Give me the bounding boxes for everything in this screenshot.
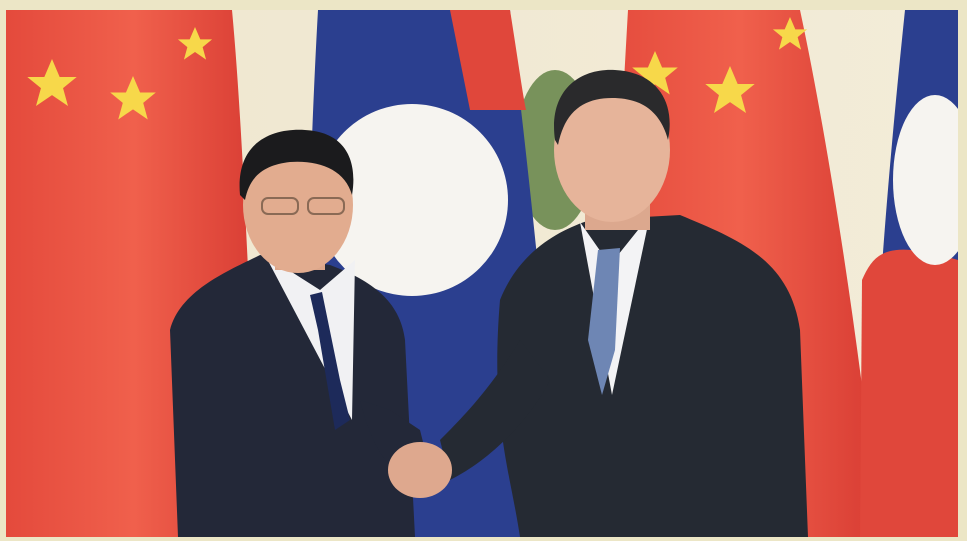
right-tie: [588, 248, 620, 395]
right-arm: [440, 340, 550, 480]
left-hair: [239, 129, 354, 200]
laos-flag-right-disc: [893, 95, 958, 265]
right-hair: [554, 69, 670, 145]
laos-flag-right-red: [860, 249, 958, 537]
left-glasses: [261, 197, 299, 215]
photo: [6, 10, 958, 537]
laos-flag-disc: [316, 104, 508, 296]
handshake: [388, 442, 452, 498]
left-tie: [310, 292, 350, 430]
left-glasses: [307, 197, 345, 215]
right-suit: [497, 215, 808, 537]
right-face: [554, 78, 670, 222]
laos-flag-red: [450, 10, 526, 110]
